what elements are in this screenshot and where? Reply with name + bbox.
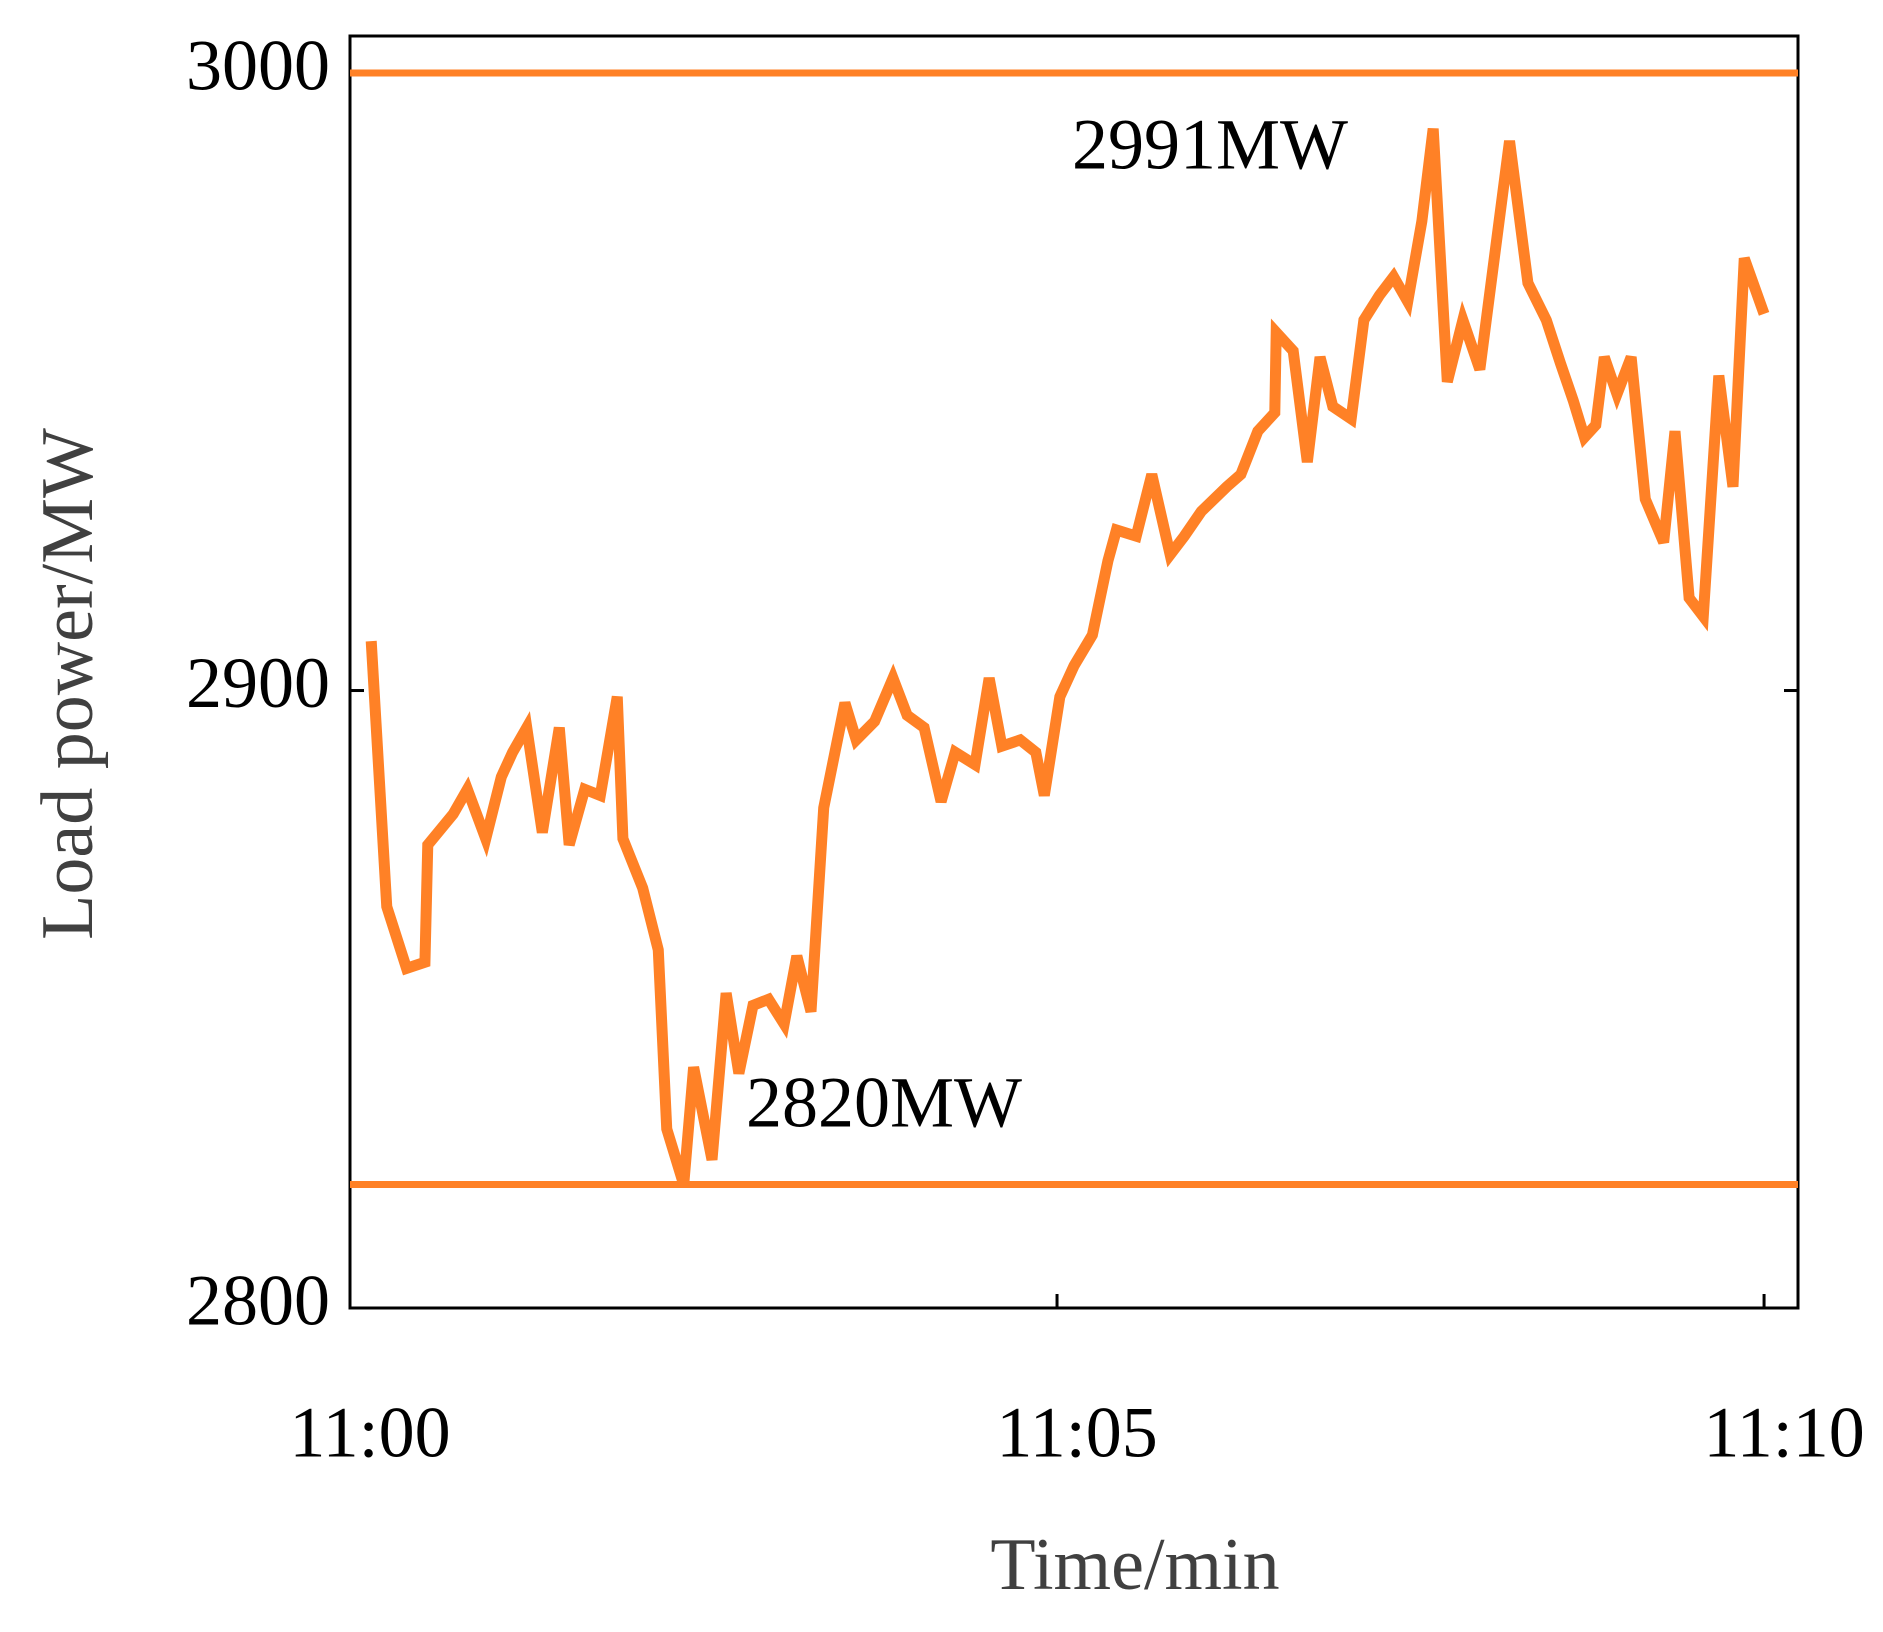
plot-frame xyxy=(348,34,1800,1310)
x-tick-label: 11:10 xyxy=(1703,1393,1864,1473)
y-tick-label: 2900 xyxy=(186,643,330,723)
annotation: 2991MW xyxy=(1072,105,1348,185)
x-axis-label: Time/min xyxy=(990,1524,1279,1606)
y-axis-label: Load power/MW xyxy=(27,428,109,940)
data-line xyxy=(365,127,1770,1187)
y-tick-label: 3000 xyxy=(186,26,330,106)
annotation: 2820MW xyxy=(746,1063,1022,1143)
y-tick-label: 2800 xyxy=(186,1261,330,1341)
x-tick-label: 11:05 xyxy=(996,1393,1157,1473)
x-tick-label: 11:00 xyxy=(289,1393,450,1473)
